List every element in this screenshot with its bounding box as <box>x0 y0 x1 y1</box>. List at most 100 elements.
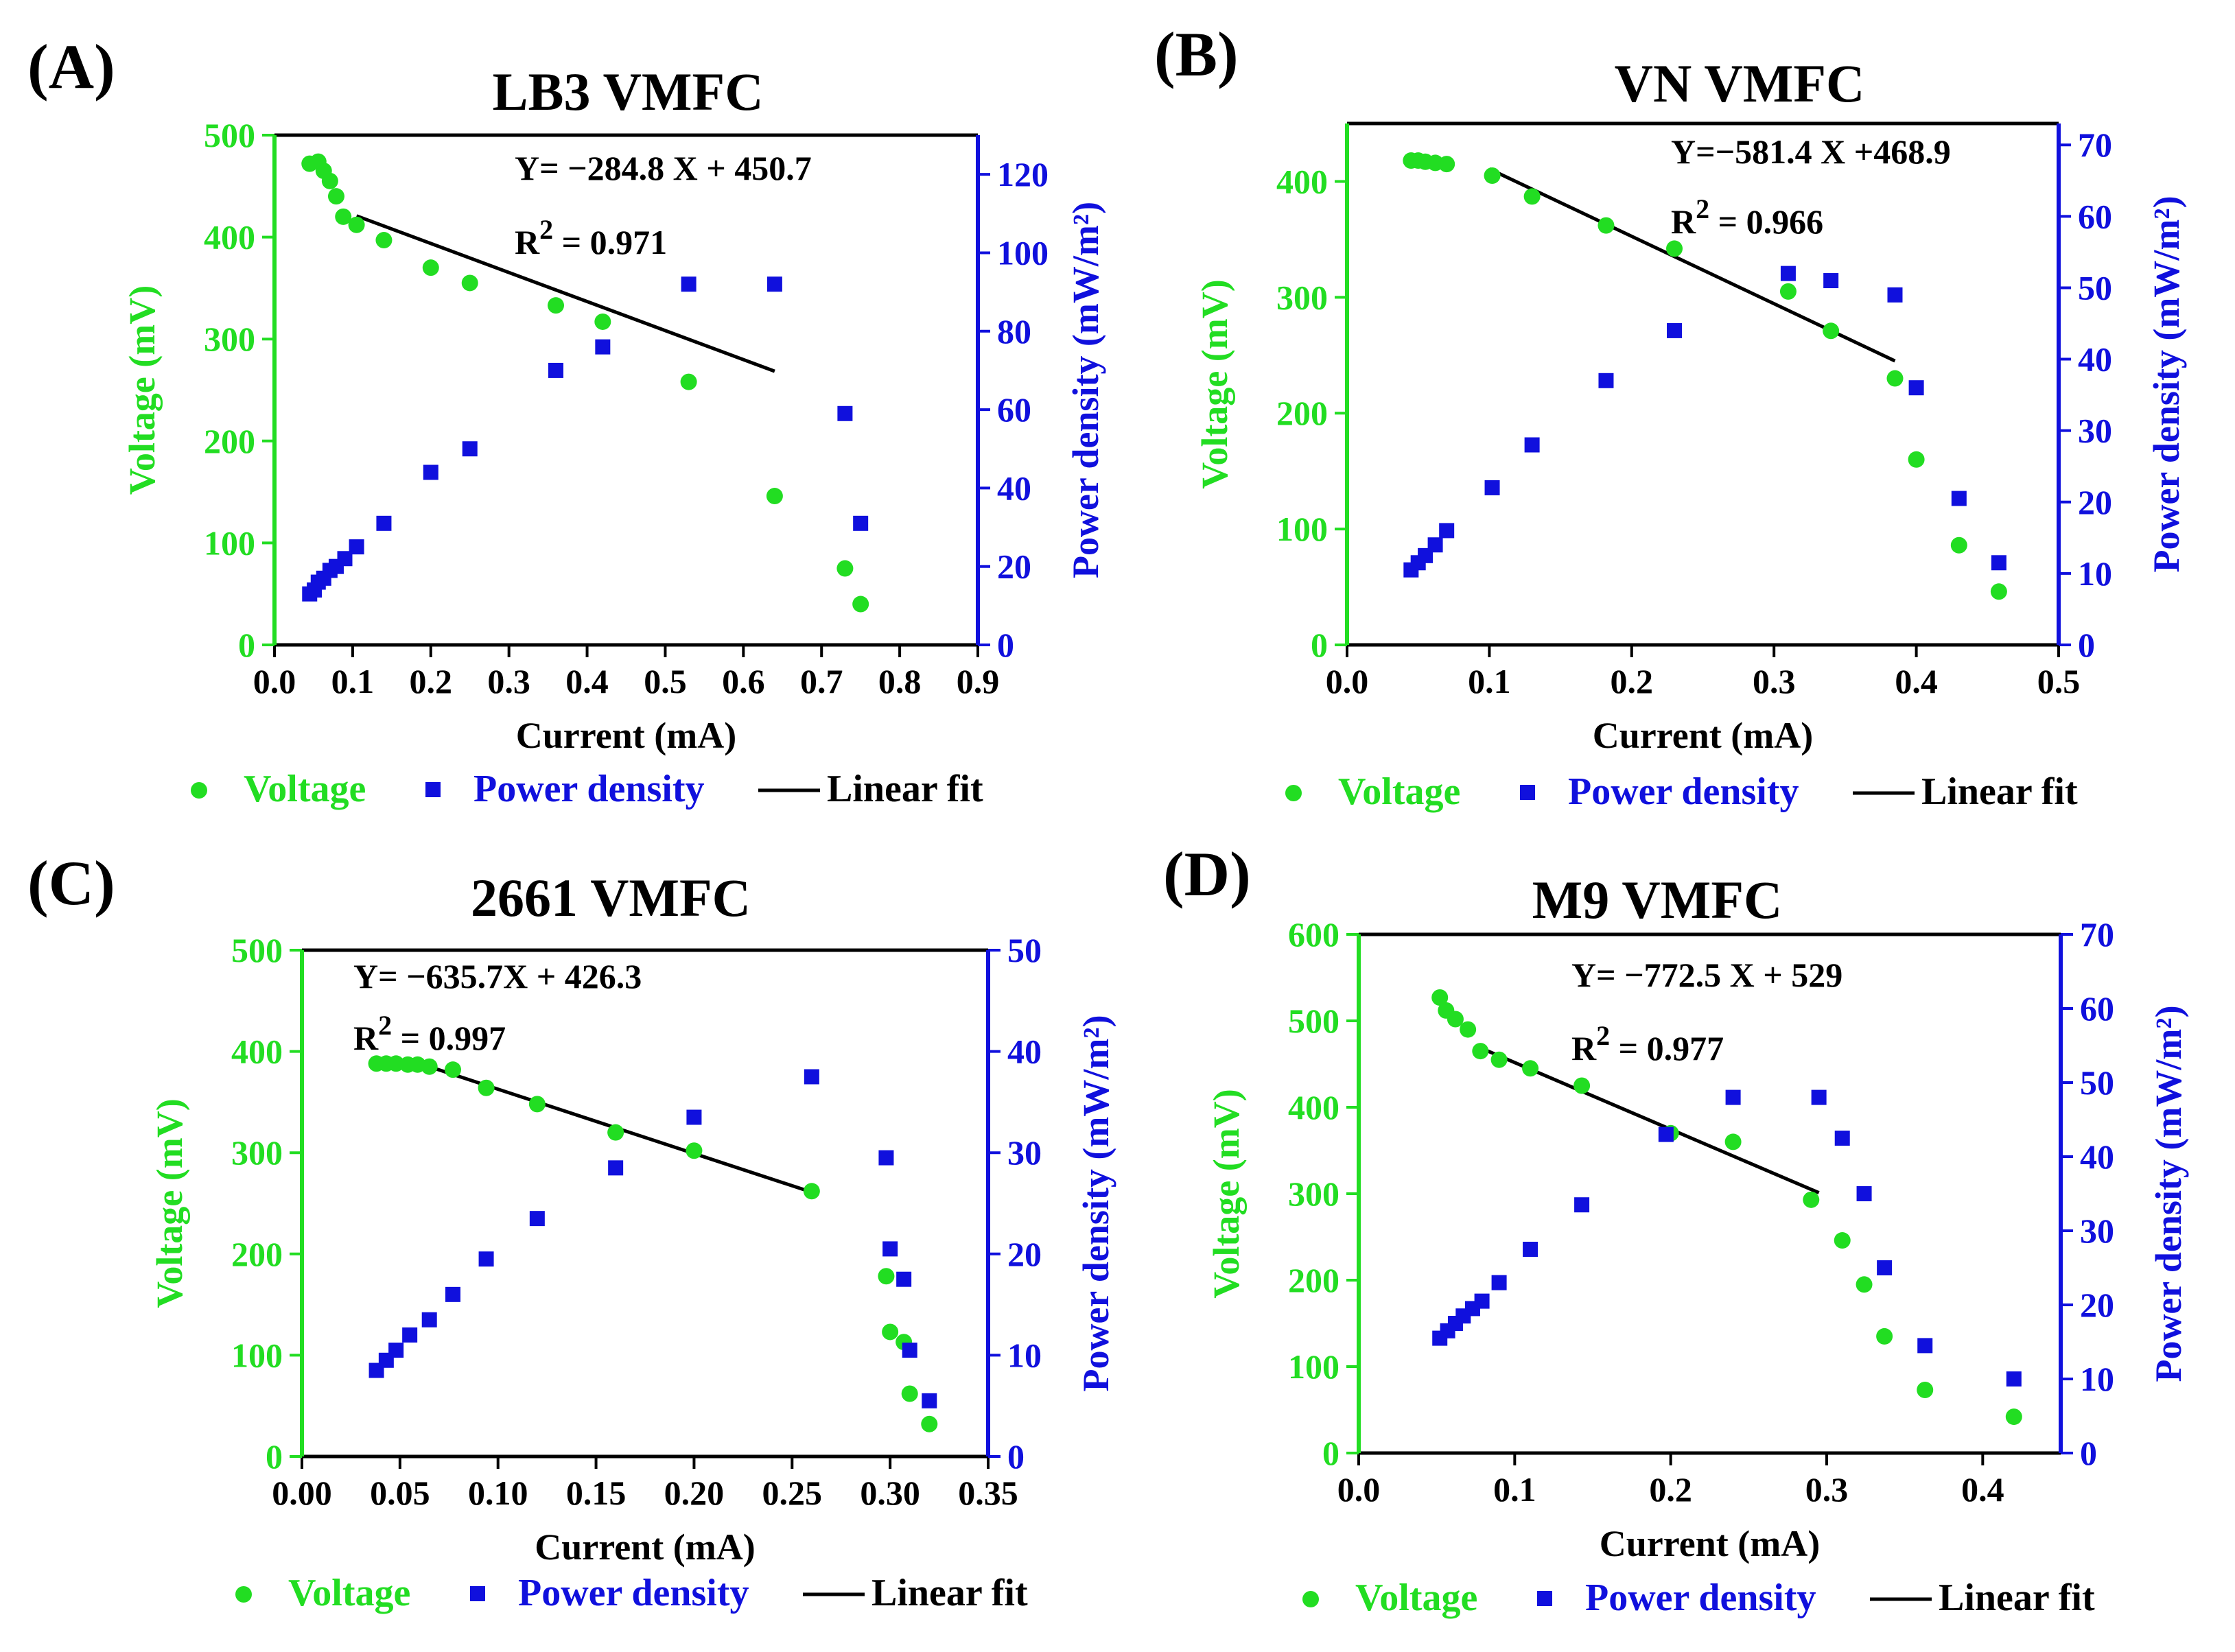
voltage-point <box>1856 1276 1873 1293</box>
y2-tick-label: 0 <box>2080 1434 2097 1472</box>
r-squared-symbol: R <box>353 1019 379 1057</box>
legend-fit-label: Linear fit <box>871 1572 1028 1614</box>
x-tick-label: 0.05 <box>370 1474 430 1512</box>
power-density-point <box>922 1393 937 1408</box>
voltage-point <box>348 216 365 233</box>
r-squared: R2 = 0.977 <box>1571 1020 1724 1067</box>
y-tick-label: 400 <box>204 218 255 257</box>
x-tick-label: 0.20 <box>664 1474 725 1512</box>
x-tick-label: 0.0 <box>1337 1470 1381 1509</box>
y2-tick-label: 60 <box>2080 989 2114 1028</box>
legend-voltage-label: Voltage <box>1338 770 1460 813</box>
y2-tick-label: 40 <box>997 469 1031 507</box>
y2-tick-label: 70 <box>2080 915 2114 954</box>
y2-tick-label: 20 <box>2078 483 2112 521</box>
r-squared-symbol: R <box>1671 202 1696 241</box>
chart-title: LB3 VMFC <box>492 62 763 121</box>
power-density-point <box>1524 437 1540 453</box>
power-density-point <box>349 539 364 555</box>
legend-fit-label: Linear fit <box>1939 1577 2095 1619</box>
y-tick-label: 600 <box>1288 915 1339 954</box>
legend-voltage-marker <box>191 782 207 799</box>
r-squared-superscript: 2 <box>1596 1020 1610 1051</box>
power-density-point <box>896 1271 912 1287</box>
y2-tick-label: 10 <box>2080 1360 2114 1398</box>
power-density-point <box>1991 555 2006 571</box>
y2-tick-label: 0 <box>997 626 1014 664</box>
y2-axis-label: Power density (mW/m²) <box>1065 202 1106 578</box>
y-axis-label: Voltage (mV) <box>1194 279 1235 488</box>
voltage-point <box>1990 583 2007 600</box>
power-density-point <box>548 362 563 378</box>
y2-tick-label: 50 <box>1007 931 1042 969</box>
power-density-point <box>1823 273 1839 289</box>
y2-axis-label: Power density (mW/m²) <box>2146 196 2187 572</box>
r-squared-value: = 0.977 <box>1610 1029 1724 1067</box>
legend-power-marker <box>1520 785 1535 800</box>
power-density-point <box>529 1211 545 1227</box>
power-density-point <box>1780 266 1796 281</box>
y-tick-label: 200 <box>204 422 255 460</box>
y-axis-label: Voltage (mV) <box>1206 1089 1247 1298</box>
power-density-point <box>1523 1242 1538 1257</box>
voltage-point <box>445 1061 461 1078</box>
legend-power-marker <box>425 782 441 797</box>
voltage-point <box>1472 1043 1489 1060</box>
chart-title: 2661 VMFC <box>471 868 751 928</box>
fit-equation: Y= −772.5 X + 529 <box>1571 956 1842 994</box>
x-tick-label: 0.5 <box>644 662 687 700</box>
y2-tick-label: 30 <box>2078 412 2112 450</box>
voltage-point <box>882 1323 899 1341</box>
y-tick-label: 0 <box>238 626 255 664</box>
voltage-point <box>327 188 344 205</box>
voltage-point <box>1876 1328 1893 1345</box>
voltage-point <box>852 595 869 613</box>
power-density-point <box>402 1327 418 1343</box>
y-tick-label: 500 <box>231 931 283 969</box>
y2-tick-label: 30 <box>2080 1212 2114 1250</box>
voltage-point <box>1803 1191 1820 1208</box>
x-tick-label: 0.15 <box>566 1474 627 1512</box>
y2-tick-label: 20 <box>997 547 1031 586</box>
power-density-point <box>478 1251 494 1267</box>
power-density-point <box>1574 1197 1590 1213</box>
panel-label: (A) <box>27 32 115 102</box>
power-density-point <box>1887 287 1903 303</box>
x-tick-label: 0.2 <box>1611 662 1654 700</box>
legend-power-label: Power density <box>1568 770 1799 813</box>
voltage-point <box>607 1124 624 1141</box>
voltage-point <box>421 1058 438 1075</box>
legend-power-marker <box>470 1586 485 1601</box>
x-axis-label: Current (mA) <box>1600 1523 1820 1564</box>
y-tick-label: 200 <box>1288 1261 1339 1299</box>
y-axis-label: Voltage (mV) <box>149 1098 190 1308</box>
power-density-point <box>1474 1293 1490 1309</box>
panel-label: (C) <box>27 848 115 918</box>
x-tick-label: 0.5 <box>2037 662 2081 700</box>
x-tick-label: 0.2 <box>410 662 453 700</box>
voltage-point <box>335 208 352 225</box>
x-axis-label: Current (mA) <box>516 715 736 756</box>
x-tick-label: 0.25 <box>762 1474 823 1512</box>
voltage-point <box>836 560 854 577</box>
legend-power-label: Power density <box>473 768 705 810</box>
y2-tick-label: 10 <box>2078 554 2112 593</box>
power-density-point <box>1439 523 1455 539</box>
power-density-point <box>882 1241 898 1257</box>
y2-axis-label: Power density (mW/m²) <box>1075 1015 1116 1391</box>
y-tick-label: 300 <box>204 320 255 358</box>
y-tick-label: 300 <box>1276 278 1328 316</box>
x-tick-label: 0.8 <box>878 662 922 700</box>
power-density-point <box>1951 491 1967 506</box>
y2-tick-label: 40 <box>2078 340 2112 379</box>
y-tick-label: 200 <box>231 1235 283 1273</box>
legend: Voltage Power density Linear fit <box>191 768 983 810</box>
chart-panel-c: (C) 2661 VMFC 0.00 0.05 0.10 0.15 0.20 0.25 0.30… <box>27 848 1116 1614</box>
r-squared-value: = 0.971 <box>553 223 667 261</box>
x-tick-label: 0.0 <box>1326 662 1369 700</box>
voltage-point <box>878 1268 895 1285</box>
x-tick-label: 0.1 <box>1493 1470 1536 1509</box>
power-density-point <box>462 441 478 457</box>
voltage-point <box>766 488 783 505</box>
r-squared: R2 = 0.966 <box>1671 193 1823 241</box>
